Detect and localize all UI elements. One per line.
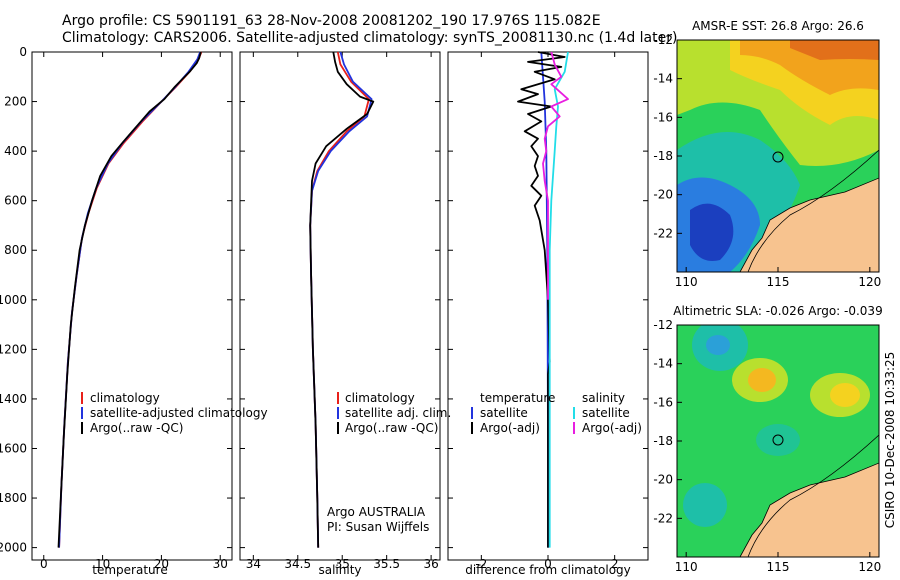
x-tick-label: 30 (213, 557, 228, 571)
legend-label: Argo(..raw -QC) (90, 421, 183, 435)
map-y-tick-label: -16 (653, 110, 673, 124)
sst-map-title: AMSR-E SST: 26.8 Argo: 26.6 (692, 19, 864, 33)
sla-argo-location (772, 434, 784, 446)
sla-low-anomaly-south (683, 483, 727, 527)
x-tick-label: 34.5 (284, 557, 311, 571)
series-line (542, 51, 569, 300)
sla-map-axes: 110 115 120 -12 -14 -16 -18 -20 -22 (653, 318, 881, 574)
temperature-legend: climatology satellite-adjusted climatolo… (81, 391, 268, 435)
header-line2: Climatology: CARS2006. Satellite-adjuste… (62, 30, 677, 46)
sst-map-axes: 110 115 120 -12 -14 -16 -18 -20 -22 (653, 33, 881, 289)
map-y-tick-label: -18 (653, 434, 673, 448)
salinity-legend: climatology satellite adj. clim. Argo(..… (327, 391, 451, 534)
y-tick-label: 2000 (0, 541, 27, 555)
temperature-plot: 0 10 20 30 0 200 400 600 800 1000 1200 1400 1600 1800… (0, 45, 232, 571)
map-x-tick-label: 110 (675, 560, 698, 574)
series-line (58, 51, 202, 548)
x-tick-label: 35 (335, 557, 350, 571)
legend-label: Argo(-adj) (582, 421, 642, 435)
series-line (309, 51, 373, 548)
map-y-tick-label: -20 (653, 188, 673, 202)
sst-land (739, 177, 879, 272)
temperature-xlabel: temperature (92, 563, 167, 577)
series-line (309, 51, 375, 548)
y-tick-label: 1400 (0, 392, 27, 406)
x-tick-label: 35.5 (373, 557, 400, 571)
map-x-tick-label: 110 (675, 275, 698, 289)
series-line (58, 51, 203, 548)
series-line (309, 51, 370, 548)
map-y-tick-label: -18 (653, 149, 673, 163)
map-y-tick-label: -14 (653, 72, 673, 86)
float-agency-annotation: Argo AUSTRALIA (327, 505, 426, 519)
sla-map-field (677, 325, 879, 557)
map-x-tick-label: 120 (858, 560, 881, 574)
y-tick-label: 1000 (0, 293, 27, 307)
map-x-tick-label: 115 (767, 560, 790, 574)
y-tick-label: 1800 (0, 491, 27, 505)
series-line (57, 51, 202, 548)
sst-argo-location (772, 151, 784, 163)
sla-depth-contour (747, 434, 879, 557)
sla-high-core (748, 368, 776, 392)
y-tick-label: 200 (4, 95, 27, 109)
temperature-axes (31, 51, 233, 561)
float-pi-annotation: PI: Susan Wijffels (327, 520, 429, 534)
map-y-tick-label: -14 (653, 357, 673, 371)
x-tick-label: 0 (544, 557, 552, 571)
map-x-tick-label: 115 (767, 275, 790, 289)
map-x-tick-label: 120 (858, 275, 881, 289)
difference-plot: -2 0 2 (448, 51, 648, 571)
map-y-tick-label: -20 (653, 473, 673, 487)
y-tick-label: 0 (19, 45, 27, 59)
x-tick-label: 10 (95, 557, 110, 571)
x-tick-label: 36 (423, 557, 438, 571)
legend-heading-salinity: salinity (582, 391, 625, 405)
y-tick-label: 400 (4, 144, 27, 158)
x-tick-label: 20 (154, 557, 169, 571)
sla-high-core-east (830, 383, 860, 407)
sst-map-field (677, 40, 879, 272)
map-y-tick-label: -22 (653, 511, 673, 525)
sla-low-anomaly-mid (756, 424, 800, 456)
sst-coldest-core (690, 203, 734, 261)
sst-depth-contour (747, 149, 879, 272)
legend-label: satellite (480, 406, 528, 420)
y-tick-label: 600 (4, 194, 27, 208)
legend-label: Argo(-adj) (480, 421, 540, 435)
sla-low-core (706, 335, 730, 355)
sla-land (739, 462, 879, 557)
legend-label: Argo(..raw -QC) (345, 421, 438, 435)
series-line (540, 51, 549, 548)
map-y-tick-label: -12 (653, 33, 673, 47)
x-tick-label: 34 (246, 557, 261, 571)
x-tick-label: -2 (475, 557, 487, 571)
difference-xlabel: difference from climatology (465, 563, 631, 577)
series-line (517, 51, 566, 548)
header-line1: Argo profile: CS 5901191_63 28-Nov-2008 … (62, 13, 601, 29)
map-y-tick-label: -22 (653, 226, 673, 240)
legend-label: satellite-adjusted climatology (90, 406, 268, 420)
legend-label: satellite adj. clim. (345, 406, 451, 420)
salinity-plot: 34 34.5 35 35.5 36 (240, 51, 440, 571)
y-tick-label: 1200 (0, 342, 27, 356)
legend-label: climatology (90, 391, 160, 405)
legend-label: satellite (582, 406, 630, 420)
series-line (548, 51, 569, 548)
legend-label: climatology (345, 391, 415, 405)
salinity-xlabel: salinity (318, 563, 361, 577)
y-tick-label: 1600 (0, 441, 27, 455)
sst-hottest-band (790, 40, 879, 60)
side-stamp: CSIRO 10-Dec-2008 10:33:25 (883, 352, 897, 529)
salinity-axes (239, 51, 441, 561)
x-tick-label: 0 (40, 557, 48, 571)
y-tick-label: 800 (4, 243, 27, 257)
sla-map-title: Altimetric SLA: -0.026 Argo: -0.039 (673, 304, 882, 318)
map-y-tick-label: -16 (653, 395, 673, 409)
map-y-tick-label: -12 (653, 318, 673, 332)
difference-legend: temperature satellite Argo(-adj) salinit… (471, 391, 642, 435)
x-tick-label: 2 (611, 557, 619, 571)
legend-heading-temperature: temperature (480, 391, 555, 405)
